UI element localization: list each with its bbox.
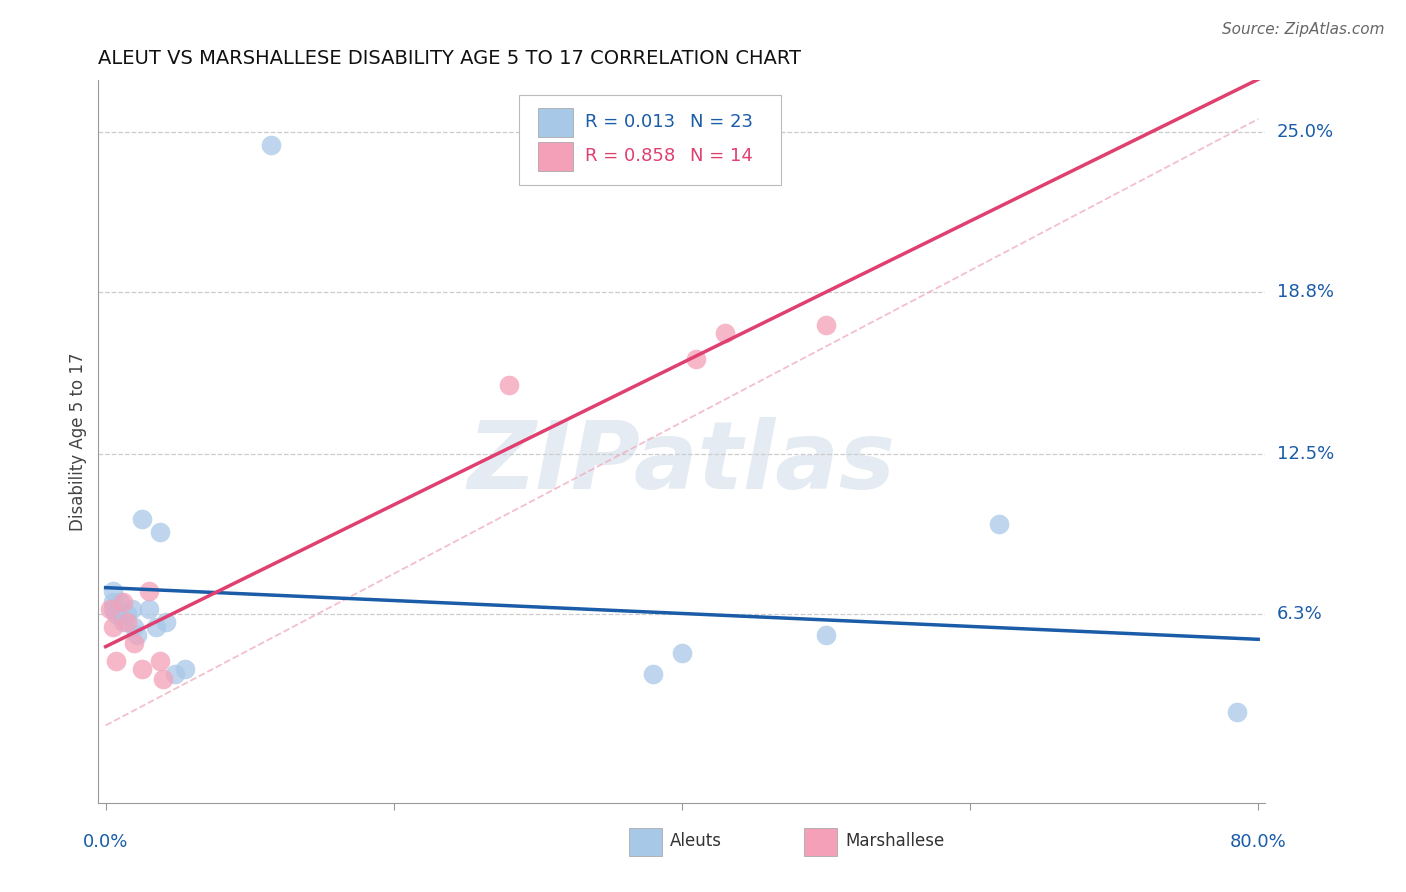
Point xyxy=(1226,706,1249,720)
Text: 18.8%: 18.8% xyxy=(1277,283,1333,301)
Point xyxy=(127,628,149,642)
Point xyxy=(814,628,837,642)
Bar xyxy=(804,828,837,855)
Point xyxy=(685,351,707,366)
Point xyxy=(643,666,665,681)
Point xyxy=(714,326,737,341)
Bar xyxy=(538,142,574,170)
Bar xyxy=(538,108,574,136)
Text: 0.0%: 0.0% xyxy=(83,833,128,851)
Text: R = 0.013: R = 0.013 xyxy=(585,113,675,131)
Text: ALEUT VS MARSHALLESE DISABILITY AGE 5 TO 17 CORRELATION CHART: ALEUT VS MARSHALLESE DISABILITY AGE 5 TO… xyxy=(98,48,801,68)
Text: Source: ZipAtlas.com: Source: ZipAtlas.com xyxy=(1222,22,1385,37)
Point xyxy=(149,524,172,539)
Point xyxy=(149,654,172,668)
Point xyxy=(260,137,283,152)
Point xyxy=(124,620,146,634)
Point xyxy=(163,666,186,681)
Point xyxy=(145,620,167,634)
Point xyxy=(108,594,131,608)
Point xyxy=(155,615,177,630)
Point xyxy=(101,594,124,608)
Point xyxy=(98,602,121,616)
Text: 12.5%: 12.5% xyxy=(1277,445,1334,464)
Text: 80.0%: 80.0% xyxy=(1230,833,1286,851)
Point xyxy=(814,318,837,333)
Point xyxy=(131,512,153,526)
FancyBboxPatch shape xyxy=(519,95,782,185)
Point xyxy=(104,654,127,668)
Point xyxy=(124,636,146,650)
Text: N = 14: N = 14 xyxy=(690,147,754,165)
Point xyxy=(498,377,520,392)
Point xyxy=(121,602,143,616)
Point xyxy=(115,615,138,630)
Text: 6.3%: 6.3% xyxy=(1277,606,1322,624)
Point xyxy=(152,672,174,686)
Y-axis label: Disability Age 5 to 17: Disability Age 5 to 17 xyxy=(69,352,87,531)
Point xyxy=(101,584,124,599)
Point xyxy=(987,517,1010,532)
Point xyxy=(131,662,153,676)
Text: 25.0%: 25.0% xyxy=(1277,123,1334,141)
Point xyxy=(173,662,195,676)
Text: Marshallese: Marshallese xyxy=(845,832,945,850)
Bar xyxy=(630,828,662,855)
Point xyxy=(111,594,134,608)
Text: R = 0.858: R = 0.858 xyxy=(585,147,675,165)
Text: ZIPatlas: ZIPatlas xyxy=(468,417,896,509)
Point xyxy=(138,602,160,616)
Point xyxy=(101,602,124,616)
Text: N = 23: N = 23 xyxy=(690,113,754,131)
Point xyxy=(104,607,127,622)
Point xyxy=(138,584,160,599)
Point xyxy=(101,620,124,634)
Point xyxy=(671,646,693,660)
Point xyxy=(115,607,138,622)
Text: Aleuts: Aleuts xyxy=(671,832,723,850)
Point xyxy=(111,615,134,630)
